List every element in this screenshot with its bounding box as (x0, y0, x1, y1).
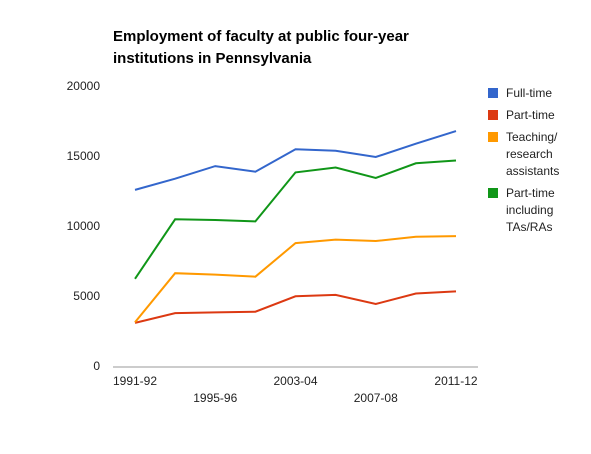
y-tick-label: 0 (93, 359, 100, 373)
y-tick-label: 5000 (73, 289, 100, 303)
x-tick-label: 2011-12 (434, 374, 477, 388)
y-tick-label: 15000 (67, 149, 101, 163)
x-tick-label: 1991-92 (113, 374, 157, 388)
y-tick-label: 20000 (67, 79, 101, 93)
chart-title: Employment of faculty at public four-yea… (113, 28, 409, 67)
legend-item: Part-time including TAs/RAs (488, 185, 588, 236)
legend-swatch (488, 188, 498, 198)
legend-label: Teaching/ research assistants (506, 130, 560, 178)
x-tick-label: 2003-04 (273, 374, 317, 388)
series-line (134, 159, 457, 280)
legend-label: Part-time including TAs/RAs (506, 186, 555, 234)
x-tick-label: 2007-08 (354, 391, 398, 405)
x-tick-label: 1995-96 (193, 391, 237, 405)
series-line (134, 235, 457, 323)
legend: Full-time Part-time Teaching/ research ass… (488, 85, 588, 241)
series-line (134, 130, 457, 191)
legend-item: Teaching/ research assistants (488, 129, 588, 180)
legend-item: Full-time (488, 85, 588, 102)
legend-swatch (488, 132, 498, 142)
legend-item: Part-time (488, 107, 588, 124)
legend-label: Full-time (506, 86, 553, 100)
series-line (134, 290, 457, 324)
legend-swatch (488, 110, 498, 120)
y-tick-label: 10000 (67, 219, 101, 233)
legend-swatch (488, 88, 498, 98)
legend-label: Part-time (506, 108, 555, 122)
